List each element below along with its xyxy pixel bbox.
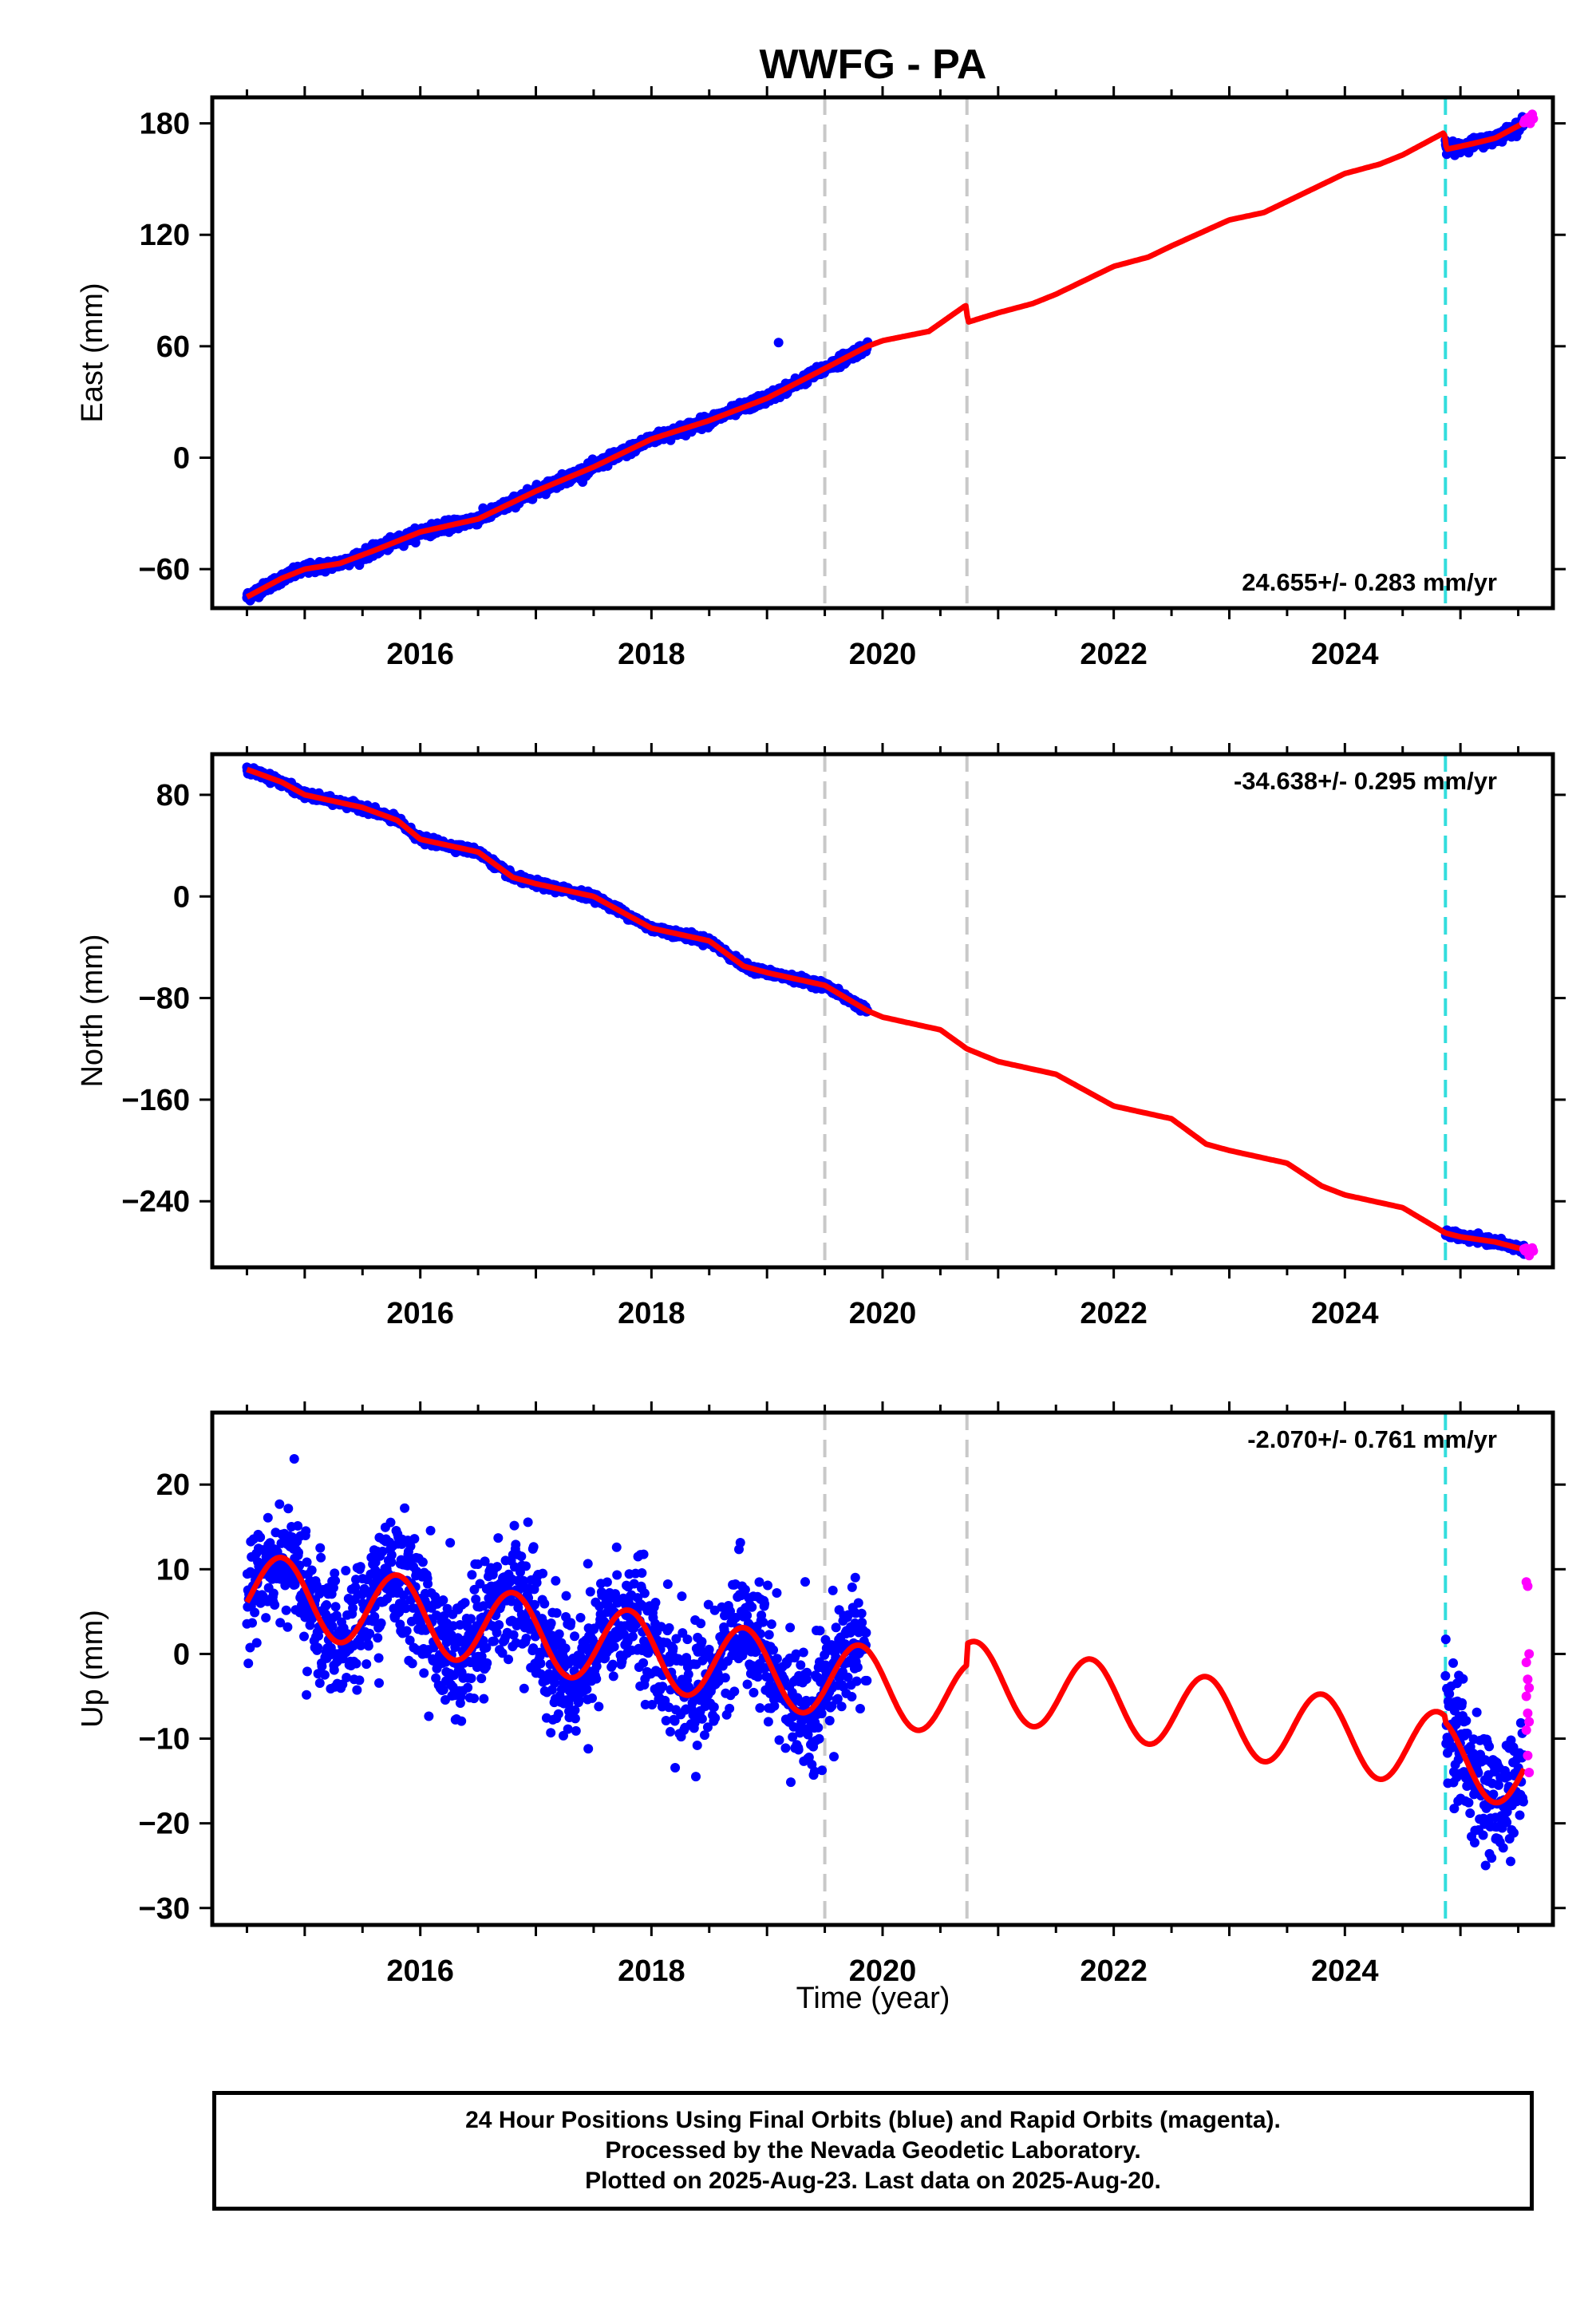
east-panel: 2016 2018 2020 2022 2024 −60 0 60 120 180 East (mm… [76, 86, 1566, 671]
final-orbit-point [400, 1503, 410, 1513]
final-orbit-point [255, 1532, 266, 1543]
final-orbit-point [355, 1562, 365, 1572]
final-orbit-point [361, 1659, 372, 1670]
x-tick-label: 2018 [618, 638, 685, 671]
final-orbit-point [314, 1678, 325, 1688]
velocity-rate-label: 24.655+/- 0.283 mm/yr [1242, 568, 1497, 596]
model-fit-line [245, 766, 1535, 1255]
final-orbit-point [301, 1526, 311, 1536]
final-orbit-point [293, 1520, 303, 1531]
x-tick-label: 2016 [386, 638, 454, 671]
final-orbit-point [268, 1588, 279, 1599]
final-orbit-point [373, 1653, 384, 1663]
rapid-orbit-point [1528, 113, 1539, 124]
final-orbit-point [363, 1641, 373, 1651]
x-tick-label: 2022 [1080, 1297, 1148, 1330]
final-orbit-point [319, 1670, 330, 1680]
final-orbit-point [354, 1675, 365, 1686]
rapid-orbit-point [1528, 1246, 1539, 1256]
final-orbit-point [373, 1633, 383, 1643]
final-orbit-point [247, 1618, 258, 1628]
final-orbit-point [329, 1665, 339, 1675]
final-orbit-point [322, 1600, 332, 1611]
final-orbit-point [352, 1685, 362, 1695]
up-data-layer [242, 1454, 1535, 1871]
x-tick-label: 2020 [849, 1297, 917, 1330]
final-orbit-point [302, 1690, 312, 1700]
final-orbit-point [317, 1661, 327, 1671]
final-orbit-point [283, 1504, 294, 1514]
final-orbit-point [407, 1658, 417, 1669]
north-data-layer [242, 762, 1539, 1261]
y-tick-label: −160 [121, 1084, 190, 1117]
final-orbit-point [261, 1613, 271, 1623]
x-tick-label: 2016 [386, 1297, 454, 1330]
final-orbit-point [773, 338, 784, 348]
x-tick-label: 2022 [1080, 638, 1148, 671]
y-tick-label: −60 [139, 553, 190, 587]
final-orbit-point [348, 1603, 358, 1614]
y-tick-label: −240 [121, 1185, 190, 1219]
final-orbit-point [302, 1557, 312, 1567]
final-orbit-point [419, 1668, 429, 1678]
figure-title: WWFG - PA [760, 41, 987, 88]
velocity-rate-label: -34.638+/- 0.295 mm/yr [1234, 767, 1497, 795]
final-orbit-point [306, 1565, 317, 1575]
final-orbit-point [275, 1499, 285, 1509]
final-orbit-point [299, 1631, 310, 1642]
north-panel: 2016 2018 2020 2022 2024 −240 −160 −80 0 80 North … [76, 743, 1566, 1330]
final-orbit-point [351, 1658, 361, 1669]
final-orbit-point [341, 1565, 351, 1575]
final-orbit-point [330, 1602, 341, 1612]
final-orbit-point [401, 1626, 412, 1636]
final-orbit-point [250, 1607, 260, 1618]
y-axis-label: East (mm) [76, 283, 109, 422]
final-orbit-point [376, 1618, 386, 1628]
final-orbit-point [386, 1550, 397, 1560]
x-tick-label: 2020 [849, 638, 917, 671]
final-orbit-point [251, 1638, 262, 1648]
y-tick-label: 60 [156, 330, 190, 364]
final-orbit-point [294, 1547, 304, 1558]
final-orbit-point [315, 1543, 326, 1553]
final-orbit-point [425, 1525, 436, 1535]
final-orbit-point [282, 1622, 293, 1632]
x-tick-label: 2024 [1311, 1297, 1379, 1330]
final-orbit-point [270, 1600, 280, 1611]
x-tick-label: 2018 [618, 1297, 685, 1330]
y-tick-label: −80 [139, 982, 190, 1016]
final-orbit-point [313, 1642, 323, 1653]
final-orbit-point [385, 1517, 396, 1528]
final-orbit-point [374, 1678, 385, 1688]
y-tick-label: 120 [140, 219, 190, 252]
model-fit-line [245, 115, 1535, 600]
final-orbit-point [330, 1575, 341, 1586]
final-orbit-point [365, 1628, 375, 1638]
x-tick-label: 2024 [1311, 638, 1379, 671]
final-orbit-point [424, 1711, 434, 1721]
final-orbit-point [281, 1605, 291, 1615]
final-orbit-point [289, 1454, 299, 1464]
final-orbit-point [409, 1534, 420, 1544]
final-orbit-point [316, 1552, 326, 1563]
y-tick-label: 80 [156, 779, 190, 812]
final-orbit-point [243, 1658, 254, 1669]
east-data-layer [242, 109, 1539, 606]
y-tick-label: 180 [140, 108, 190, 141]
final-orbit-point [263, 1512, 273, 1523]
y-tick-label: 0 [173, 880, 190, 914]
final-orbit-point [417, 1557, 428, 1567]
y-tick-label: 0 [173, 441, 190, 475]
final-orbit-point [423, 1579, 433, 1589]
y-axis-label: North (mm) [76, 934, 109, 1087]
final-orbit-point [302, 1666, 312, 1677]
